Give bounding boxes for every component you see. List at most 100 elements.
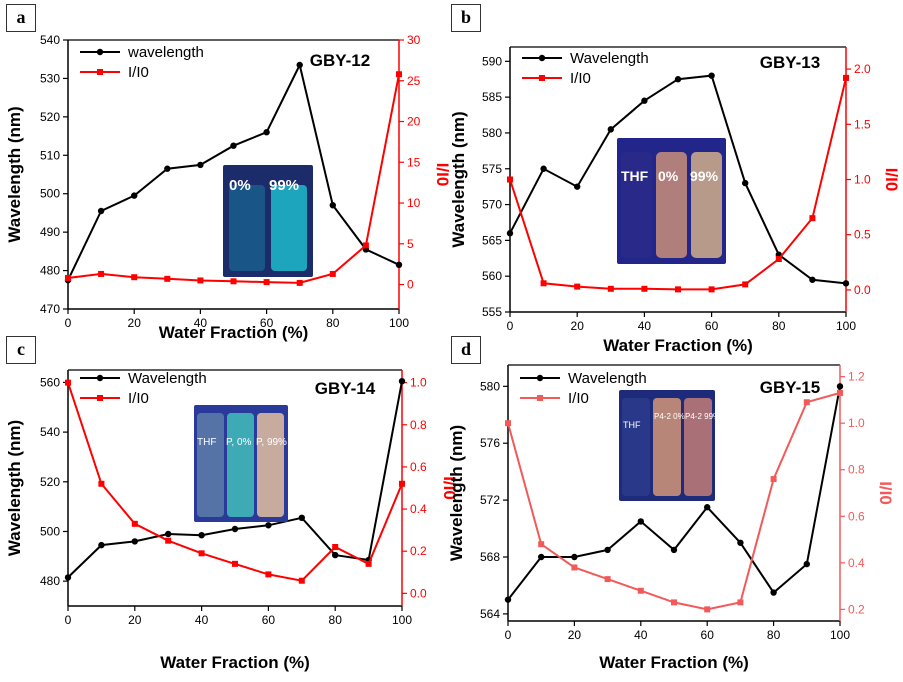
data-point-wavelength (198, 532, 205, 539)
data-point-wavelength (540, 165, 547, 172)
x-tick-label: 80 (772, 319, 786, 333)
legend-marker (96, 374, 104, 382)
y2-tick-label: 15 (407, 155, 421, 169)
data-point-ratio (538, 541, 545, 548)
y-tick-label: 530 (40, 71, 60, 85)
data-point-ratio (232, 560, 238, 567)
data-point-wavelength (770, 589, 777, 596)
y-axis-label: Wavelength (nm) (5, 106, 24, 242)
y-axis-label: Wavelength (nm) (5, 420, 24, 556)
data-point-wavelength (803, 560, 810, 568)
y-tick-label: 470 (40, 302, 60, 316)
legend-marker (97, 69, 103, 75)
y-tick-label: 564 (480, 607, 500, 621)
data-point-ratio (98, 480, 105, 487)
data-point-ratio (737, 599, 744, 606)
data-point-wavelength (165, 530, 172, 538)
data-point-wavelength (637, 518, 644, 525)
x-tick-label: 0 (65, 613, 72, 627)
y-tick-label: 500 (40, 187, 60, 201)
data-point-wavelength (298, 514, 305, 522)
data-point-ratio (164, 275, 171, 282)
data-point-ratio (574, 283, 581, 290)
legend-label: I/I0 (128, 64, 149, 81)
x-axis-label: Water Fraction (%) (603, 336, 753, 355)
data-point-wavelength (131, 538, 138, 545)
x-tick-label: 40 (634, 628, 648, 642)
data-point-wavelength (395, 261, 403, 269)
data-point-ratio (298, 577, 305, 584)
legend-label: I/I0 (568, 390, 589, 407)
y2-tick-label: 0.4 (848, 556, 865, 570)
y-tick-label: 520 (40, 110, 60, 124)
data-point-ratio (362, 242, 369, 249)
data-point-wavelength (329, 202, 336, 209)
data-point-ratio (332, 544, 339, 550)
x-tick-label: 60 (262, 613, 276, 627)
x-tick-label: 20 (128, 613, 142, 627)
y-axis-label: Wavelength (nm) (449, 111, 468, 247)
y2-tick-label: 0.0 (410, 586, 427, 600)
data-point-wavelength (704, 504, 711, 511)
x-tick-label: 100 (830, 628, 850, 642)
data-point-ratio (843, 74, 849, 81)
vial-label: 0% (658, 168, 679, 184)
vial-label: 99% (690, 168, 719, 184)
data-point-wavelength (742, 179, 749, 187)
data-point-ratio (505, 420, 511, 427)
data-point-ratio (396, 71, 402, 78)
x-tick-label: 60 (260, 316, 274, 330)
legend-label: Wavelength (128, 370, 207, 387)
y-tick-label: 590 (482, 54, 502, 68)
y-tick-label: 540 (40, 425, 60, 439)
data-point-ratio (742, 281, 749, 288)
vial-label: 0% (229, 177, 251, 194)
chart-title: GBY-13 (760, 53, 820, 72)
x-tick-label: 0 (505, 628, 512, 642)
legend-marker (96, 48, 104, 56)
legend-marker (539, 75, 545, 81)
y2-tick-label: 0.0 (854, 283, 871, 297)
y2-axis-label: I/I0 (433, 163, 452, 187)
y2-tick-label: 0.6 (410, 460, 427, 474)
data-point-wavelength (97, 207, 105, 215)
x-tick-label: 100 (392, 613, 412, 627)
y-tick-label: 575 (482, 162, 502, 176)
y2-tick-label: 25 (407, 74, 421, 88)
y2-tick-label: 1.5 (854, 117, 871, 131)
data-point-wavelength (231, 525, 239, 533)
data-point-wavelength (506, 230, 514, 237)
x-tick-label: 20 (568, 628, 582, 642)
y-tick-label: 568 (480, 550, 500, 564)
y-tick-label: 480 (40, 264, 60, 278)
y2-tick-label: 1.0 (848, 416, 865, 430)
y-tick-label: 520 (40, 475, 60, 489)
y2-tick-label: 0.2 (848, 602, 865, 616)
vial-label: P4-2 99% (685, 412, 715, 421)
data-point-wavelength (197, 161, 204, 169)
data-point-ratio (540, 280, 547, 287)
vial-label: P, 0% (226, 437, 252, 448)
vial-photo-gby-14: THF P, 0% P, 99% (194, 405, 288, 522)
data-point-wavelength (164, 165, 171, 172)
legend-label: I/I0 (128, 390, 149, 407)
y2-tick-label: 0 (407, 278, 414, 292)
data-point-wavelength (836, 383, 844, 390)
y2-axis-label: I/I0 (876, 481, 895, 505)
x-tick-label: 40 (638, 319, 652, 333)
data-point-ratio (675, 286, 681, 293)
data-point-ratio (65, 275, 71, 282)
y-tick-label: 490 (40, 225, 60, 239)
x-tick-label: 20 (128, 316, 142, 330)
x-tick-label: 40 (195, 613, 209, 627)
data-point-wavelength (809, 276, 816, 283)
y2-tick-label: 0.8 (848, 463, 865, 477)
data-point-ratio (809, 215, 816, 222)
y2-tick-label: 1.0 (410, 376, 427, 390)
y2-axis-label: I/I0 (440, 476, 459, 500)
data-point-wavelength (64, 574, 72, 581)
legend-marker (97, 395, 103, 401)
y-tick-label: 500 (40, 524, 60, 538)
y2-tick-label: 10 (407, 196, 421, 210)
